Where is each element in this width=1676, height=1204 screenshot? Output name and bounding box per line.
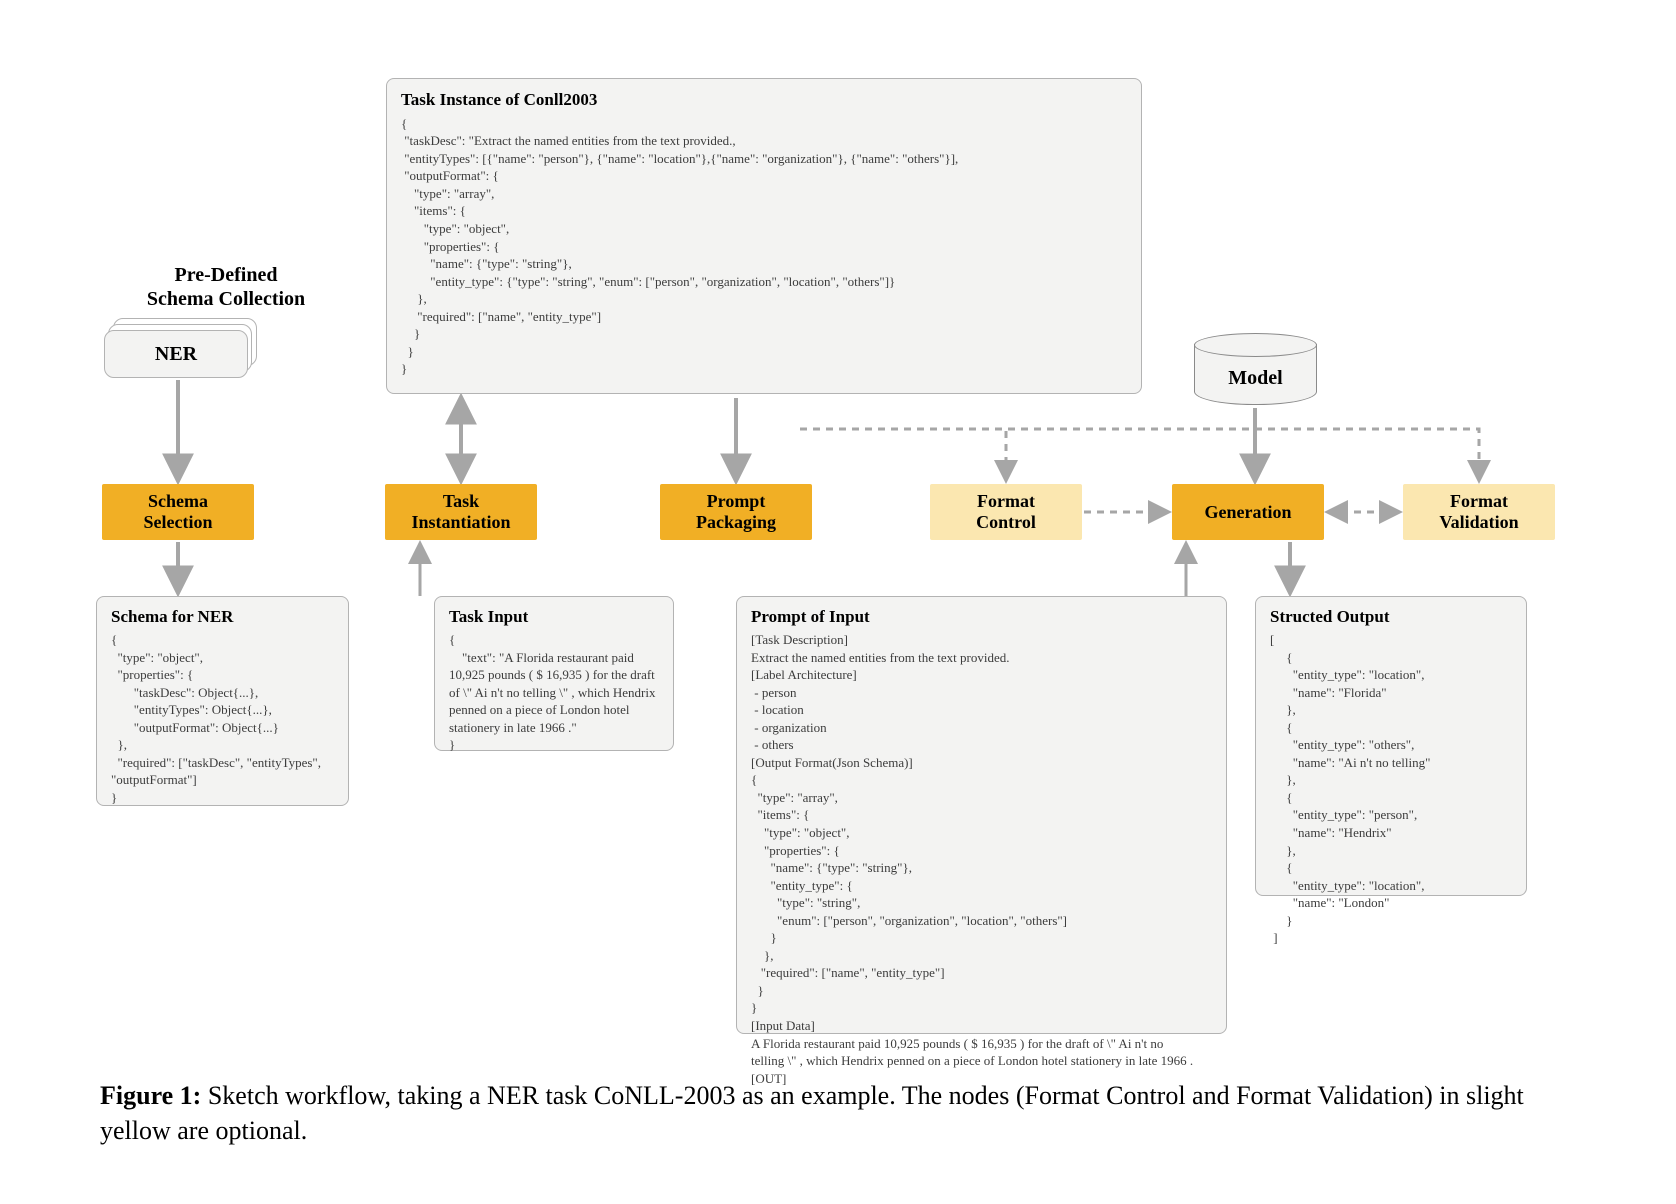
task-input-box: Task Input { "text": "A Florida restaura… [434, 596, 674, 751]
stage-format-control: Format Control [930, 484, 1082, 540]
figure-caption-bold: Figure 1: [100, 1081, 201, 1110]
task-input-body: { "text": "A Florida restaurant paid 10,… [449, 631, 659, 754]
predef-label: Pre-Defined Schema Collection [116, 263, 336, 311]
stage-format-validation: Format Validation [1403, 484, 1555, 540]
structed-output-body: [ { "entity_type": "location", "name": "… [1270, 631, 1512, 947]
edge-taskinstance-to-fmtval [800, 429, 1479, 480]
prompt-of-input-body: [Task Description] Extract the named ent… [751, 631, 1212, 1087]
figure-caption: Figure 1: Sketch workflow, taking a NER … [100, 1078, 1530, 1148]
stage-format-validation-l0: Format [1450, 491, 1508, 512]
task-input-title: Task Input [449, 607, 659, 627]
predef-label-text: Pre-Defined Schema Collection [116, 263, 336, 311]
edge-taskinstance-to-fmtctrl [800, 429, 1006, 480]
task-instance-box: Task Instance of Conll2003 { "taskDesc":… [386, 78, 1142, 394]
task-instance-body: { "taskDesc": "Extract the named entitie… [401, 115, 1127, 378]
stage-schema-selection-l1: Selection [144, 512, 213, 533]
model-label: Model [1194, 367, 1317, 390]
diagram-canvas: Pre-Defined Schema Collection NER Task I… [0, 0, 1676, 1204]
structed-output-title: Structed Output [1270, 607, 1512, 627]
ner-card-label: NER [155, 343, 197, 366]
stage-prompt-packaging: Prompt Packaging [660, 484, 812, 540]
stage-task-instantiation-l0: Task [443, 491, 479, 512]
structed-output-box: Structed Output [ { "entity_type": "loca… [1255, 596, 1527, 896]
prompt-of-input-title: Prompt of Input [751, 607, 1212, 627]
stage-task-instantiation-l1: Instantiation [411, 512, 510, 533]
stage-format-control-l0: Format [977, 491, 1035, 512]
stage-format-validation-l1: Validation [1439, 512, 1518, 533]
stage-schema-selection-l0: Schema [148, 491, 208, 512]
stage-prompt-packaging-l0: Prompt [707, 491, 766, 512]
stage-generation-l0: Generation [1205, 502, 1292, 523]
schema-for-ner-box: Schema for NER { "type": "object", "prop… [96, 596, 349, 806]
schema-for-ner-title: Schema for NER [111, 607, 334, 627]
ner-card: NER [104, 330, 248, 378]
stage-schema-selection: Schema Selection [102, 484, 254, 540]
model-cylinder: Model [1194, 333, 1317, 405]
task-instance-title: Task Instance of Conll2003 [401, 89, 1127, 111]
schema-for-ner-body: { "type": "object", "properties": { "tas… [111, 631, 334, 806]
stage-format-control-l1: Control [976, 512, 1036, 533]
prompt-of-input-box: Prompt of Input [Task Description] Extra… [736, 596, 1227, 1034]
stage-generation: Generation [1172, 484, 1324, 540]
stage-prompt-packaging-l1: Packaging [696, 512, 776, 533]
stage-task-instantiation: Task Instantiation [385, 484, 537, 540]
figure-caption-text: Sketch workflow, taking a NER task CoNLL… [100, 1081, 1524, 1145]
